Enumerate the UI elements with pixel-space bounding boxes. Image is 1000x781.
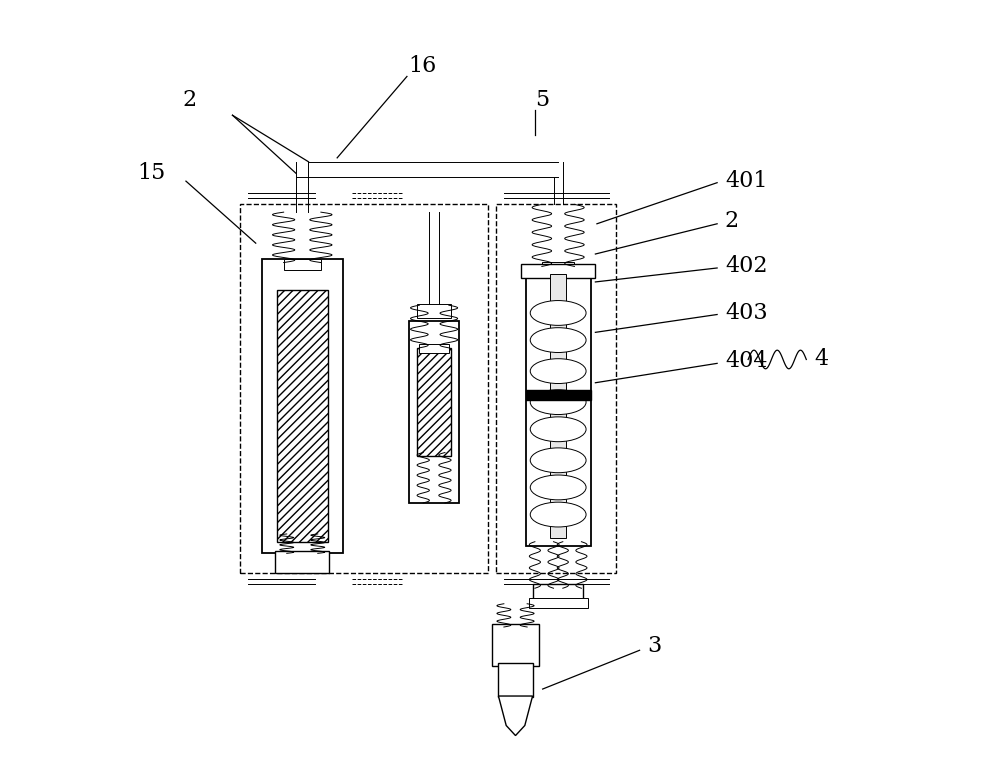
Bar — [277, 290, 328, 542]
Text: 16: 16 — [408, 55, 437, 77]
Text: 403: 403 — [725, 302, 768, 324]
Bar — [284, 259, 321, 270]
Bar — [240, 205, 488, 572]
Bar — [533, 584, 583, 601]
Bar — [275, 551, 329, 572]
Ellipse shape — [530, 328, 586, 352]
Bar — [492, 624, 539, 665]
Bar — [550, 274, 566, 538]
Text: 401: 401 — [725, 170, 767, 192]
Ellipse shape — [530, 358, 586, 383]
Bar — [409, 321, 459, 503]
Bar — [262, 259, 343, 554]
Text: 402: 402 — [725, 255, 767, 277]
Bar — [529, 598, 588, 608]
Text: 15: 15 — [137, 162, 165, 184]
Ellipse shape — [530, 417, 586, 442]
Bar — [496, 205, 616, 572]
Text: 2: 2 — [725, 210, 739, 233]
Text: 3: 3 — [647, 636, 662, 658]
Bar — [498, 663, 533, 697]
Ellipse shape — [530, 475, 586, 500]
Ellipse shape — [530, 448, 586, 473]
Text: 4: 4 — [814, 348, 828, 370]
Ellipse shape — [530, 301, 586, 326]
Bar — [417, 304, 451, 318]
Bar — [526, 266, 591, 546]
Ellipse shape — [530, 390, 586, 415]
Bar — [521, 264, 595, 278]
Bar — [526, 390, 591, 400]
Bar — [417, 348, 451, 456]
Text: 404: 404 — [725, 350, 767, 372]
Text: 5: 5 — [536, 89, 550, 111]
Text: 2: 2 — [183, 89, 197, 111]
Polygon shape — [498, 696, 533, 736]
Bar — [542, 262, 574, 273]
Ellipse shape — [530, 502, 586, 527]
Bar — [419, 344, 449, 353]
